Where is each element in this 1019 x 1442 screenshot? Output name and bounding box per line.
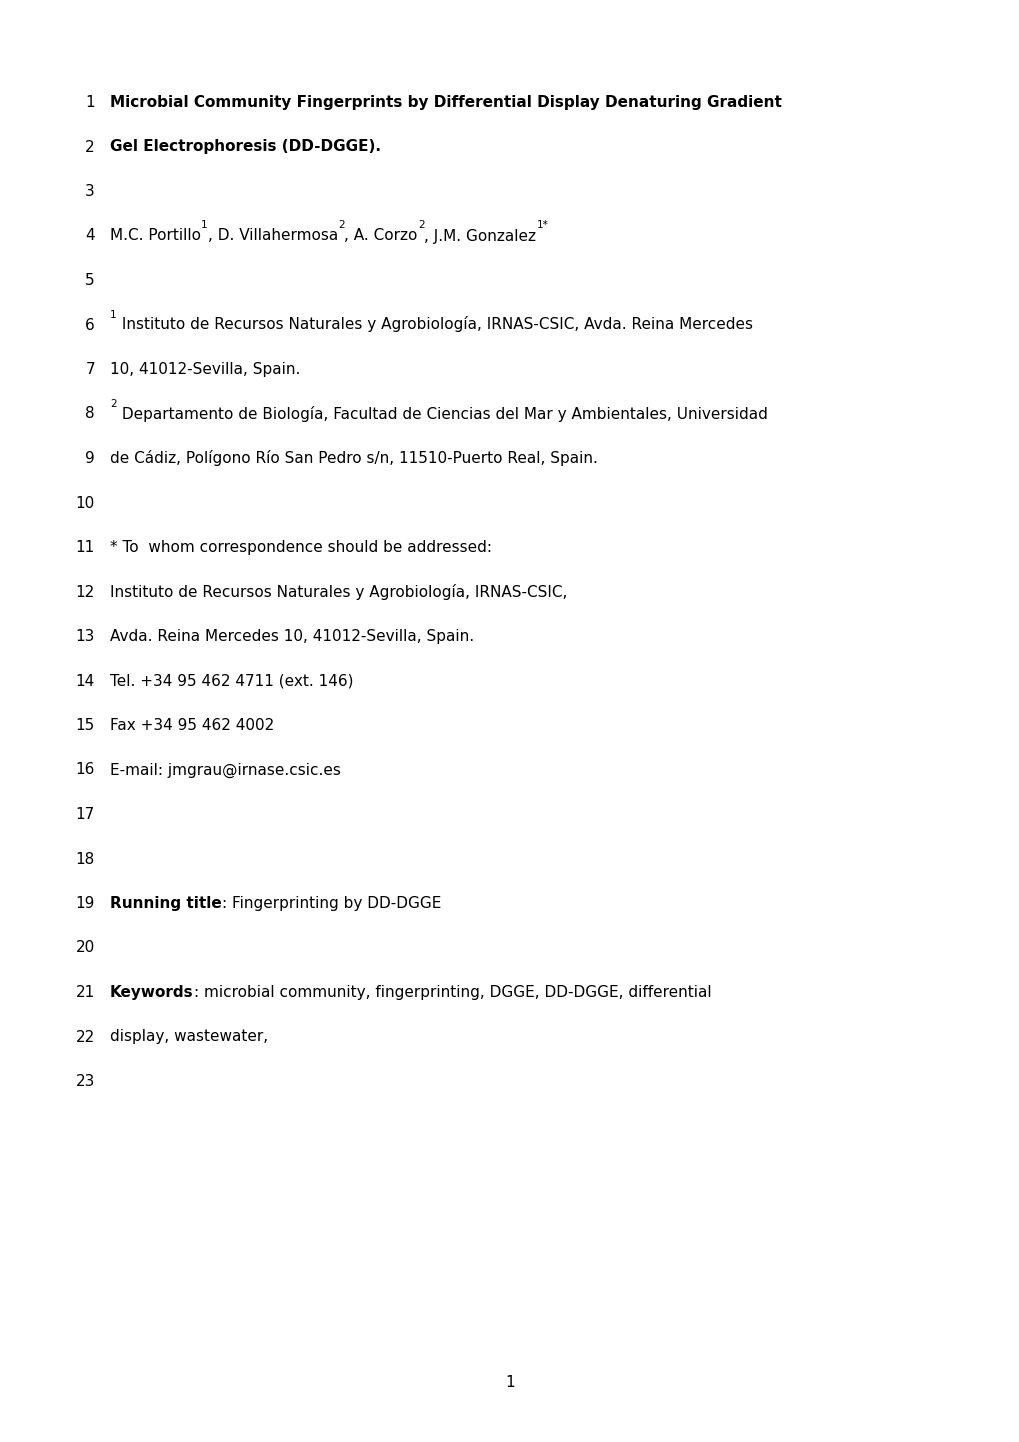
Text: de Cádiz, Polígono Río San Pedro s/n, 11510-Puerto Real, Spain.: de Cádiz, Polígono Río San Pedro s/n, 11…: [110, 450, 597, 466]
Text: M.C. Portillo: M.C. Portillo: [110, 228, 201, 244]
Text: * To  whom correspondence should be addressed:: * To whom correspondence should be addre…: [110, 539, 491, 555]
Text: 1*: 1*: [536, 221, 548, 231]
Text: Gel Electrophoresis (DD-DGGE).: Gel Electrophoresis (DD-DGGE).: [110, 140, 381, 154]
Text: Running title: Running title: [110, 895, 221, 911]
Text: 12: 12: [75, 584, 95, 600]
Text: : microbial community, fingerprinting, DGGE, DD-DGGE, differential: : microbial community, fingerprinting, D…: [194, 985, 710, 999]
Text: E-mail: jmgrau@irnase.csic.es: E-mail: jmgrau@irnase.csic.es: [110, 763, 340, 777]
Text: 2: 2: [110, 398, 116, 408]
Text: 4: 4: [86, 228, 95, 244]
Text: 1: 1: [504, 1376, 515, 1390]
Text: 5: 5: [86, 273, 95, 288]
Text: display, wastewater,: display, wastewater,: [110, 1030, 268, 1044]
Text: 23: 23: [75, 1074, 95, 1089]
Text: 16: 16: [75, 763, 95, 777]
Text: 2: 2: [418, 221, 424, 231]
Text: , D. Villahermosa: , D. Villahermosa: [208, 228, 337, 244]
Text: 15: 15: [75, 718, 95, 733]
Text: 7: 7: [86, 362, 95, 376]
Text: , J.M. Gonzalez: , J.M. Gonzalez: [424, 228, 536, 244]
Text: 1: 1: [110, 310, 116, 320]
Text: 2: 2: [86, 140, 95, 154]
Text: Tel. +34 95 462 4711 (ext. 146): Tel. +34 95 462 4711 (ext. 146): [110, 673, 354, 688]
Text: 14: 14: [75, 673, 95, 688]
Text: Avda. Reina Mercedes 10, 41012-Sevilla, Spain.: Avda. Reina Mercedes 10, 41012-Sevilla, …: [110, 629, 474, 645]
Text: 10: 10: [75, 496, 95, 510]
Text: 1: 1: [201, 221, 208, 231]
Text: 22: 22: [75, 1030, 95, 1044]
Text: 13: 13: [75, 629, 95, 645]
Text: : Fingerprinting by DD-DGGE: : Fingerprinting by DD-DGGE: [221, 895, 440, 911]
Text: 18: 18: [75, 851, 95, 867]
Text: Instituto de Recursos Naturales y Agrobiología, IRNAS-CSIC, Avda. Reina Mercedes: Instituto de Recursos Naturales y Agrobi…: [116, 316, 752, 333]
Text: 11: 11: [75, 539, 95, 555]
Text: 3: 3: [86, 185, 95, 199]
Text: 2: 2: [337, 221, 344, 231]
Text: Keywords: Keywords: [110, 985, 194, 999]
Text: 8: 8: [86, 407, 95, 421]
Text: 9: 9: [86, 451, 95, 466]
Text: 6: 6: [86, 317, 95, 333]
Text: Microbial Community Fingerprints by Differential Display Denaturing Gradient: Microbial Community Fingerprints by Diff…: [110, 95, 782, 110]
Text: , A. Corzo: , A. Corzo: [344, 228, 418, 244]
Text: 1: 1: [86, 95, 95, 110]
Text: 17: 17: [75, 808, 95, 822]
Text: 20: 20: [75, 940, 95, 956]
Text: 19: 19: [75, 895, 95, 911]
Text: Instituto de Recursos Naturales y Agrobiología, IRNAS-CSIC,: Instituto de Recursos Naturales y Agrobi…: [110, 584, 567, 600]
Text: Departamento de Biología, Facultad de Ciencias del Mar y Ambientales, Universida: Departamento de Biología, Facultad de Ci…: [116, 405, 766, 421]
Text: Fax +34 95 462 4002: Fax +34 95 462 4002: [110, 718, 274, 733]
Text: 10, 41012-Sevilla, Spain.: 10, 41012-Sevilla, Spain.: [110, 362, 300, 376]
Text: 21: 21: [75, 985, 95, 999]
